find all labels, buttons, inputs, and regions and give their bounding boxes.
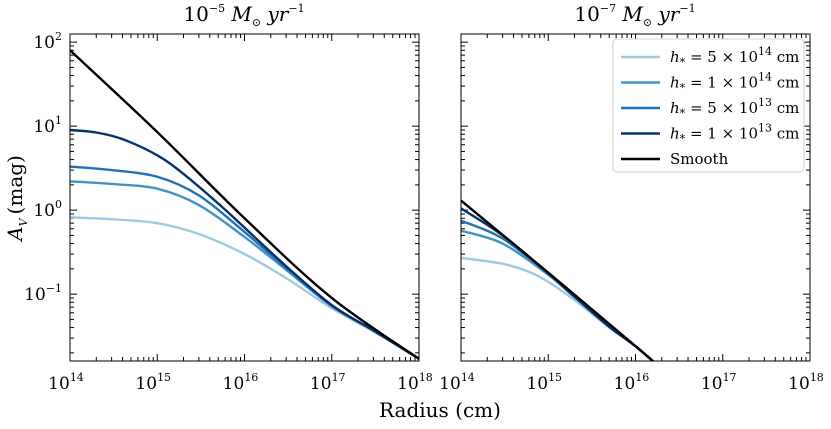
series-line-smooth (461, 199, 655, 361)
panel-right-frame (460, 33, 811, 362)
series-line-h1e14 (461, 229, 655, 361)
panel-left-ticks (69, 34, 420, 361)
panel-left-title: 10−5 M⊙ yr−1 (183, 2, 304, 29)
y-tick-label: 101 (33, 114, 62, 137)
x-tick-label: 1017 (701, 371, 737, 394)
legend-box (612, 38, 805, 173)
series-line-h5e13 (461, 219, 655, 361)
panel-right-title: 10−7 M⊙ yr−1 (574, 2, 695, 29)
series-line-h5e14 (70, 216, 419, 360)
y-tick-labels: 102 101 100 10−1 (24, 30, 62, 305)
legend-label-h1e13: h* = 1 × 1013 cm (670, 122, 799, 146)
panel-right-lines (461, 199, 655, 361)
x-axis-title: Radius (cm) (379, 398, 501, 422)
x-tick-label: 1015 (135, 371, 171, 394)
x-tick-label: 1017 (310, 371, 346, 394)
series-line-h1e13 (70, 128, 419, 360)
x-tick-label: 1015 (526, 371, 562, 394)
panel-left (69, 33, 420, 362)
panel-right (460, 33, 811, 362)
panel-left-frame (69, 33, 420, 362)
x-tick-label: 1018 (788, 371, 824, 394)
y-axis-title: AV(mag) (3, 155, 30, 243)
legend: h* = 5 × 1014 cmh* = 1 × 1014 cmh* = 5 ×… (612, 38, 805, 173)
legend-label-h1e14: h* = 1 × 1014 cm (670, 71, 799, 95)
legend-label-h5e13: h* = 5 × 1013 cm (670, 96, 799, 120)
x-tick-label: 1018 (397, 371, 433, 394)
series-line-h1e14 (70, 180, 419, 360)
x-tick-labels: 1014 1015 1016 1017 1018 1014 1015 1016 1017 1018 (48, 371, 824, 394)
x-tick-label: 1014 (48, 371, 84, 394)
panel-left-lines (70, 49, 419, 360)
y-tick-label: 102 (33, 30, 62, 53)
x-tick-label: 1016 (614, 371, 650, 394)
series-line-smooth (70, 49, 419, 360)
x-tick-label: 1014 (439, 371, 475, 394)
legend-entries: h* = 5 × 1014 cmh* = 1 × 1014 cmh* = 5 ×… (621, 45, 799, 168)
legend-label-smooth: Smooth (670, 150, 729, 168)
y-tick-label: 100 (33, 198, 62, 221)
series-line-h5e13 (70, 165, 419, 360)
y-tick-label: 10−1 (24, 282, 62, 305)
x-tick-label: 1016 (223, 371, 259, 394)
series-line-h5e14 (461, 256, 655, 361)
legend-label-h5e14: h* = 5 × 1014 cm (670, 45, 799, 69)
